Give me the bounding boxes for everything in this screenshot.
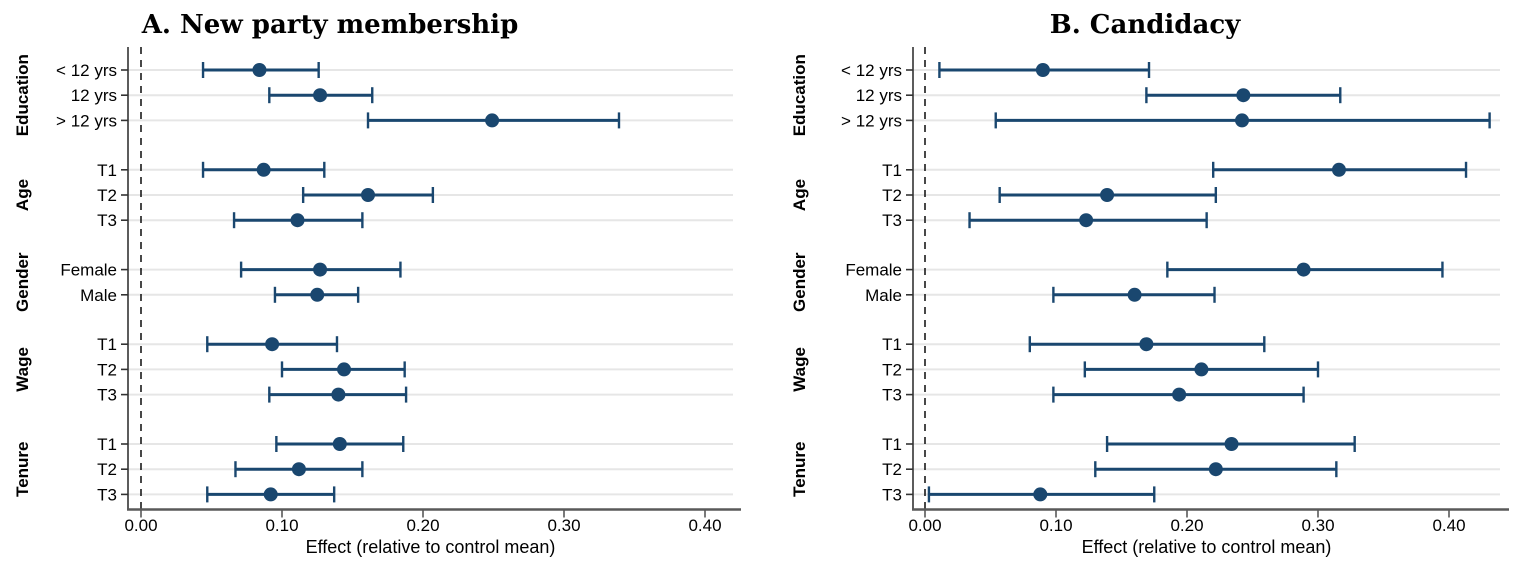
panel-b-plot: 0.00 0.10 0.20 0.30 0.40 Effect (relative to … — [790, 47, 1509, 557]
row-label: T1 — [882, 161, 902, 180]
row-label: > 12 yrs — [56, 111, 117, 130]
x-tick-label: 0.20 — [1170, 516, 1203, 535]
row-label: T3 — [882, 485, 902, 504]
row-label: T2 — [882, 460, 902, 479]
x-tick-label: 0.10 — [1039, 516, 1072, 535]
data-point — [331, 387, 346, 402]
data-point — [256, 162, 271, 177]
data-point — [485, 113, 500, 128]
group-label: Age — [790, 179, 809, 211]
data-point — [313, 262, 328, 277]
row-label: T1 — [97, 335, 117, 354]
row-label: T1 — [97, 435, 117, 454]
panel-a-title: A. New party membership — [141, 10, 519, 40]
data-point — [290, 213, 305, 228]
row-label: T1 — [882, 335, 902, 354]
group-label: Gender — [790, 252, 809, 312]
x-tick-label: 0.40 — [688, 516, 721, 535]
panel-b-title: B. Candidacy — [1050, 10, 1241, 40]
x-tick-label: 0.30 — [1301, 516, 1334, 535]
row-label: Male — [80, 286, 117, 305]
row-label: Female — [60, 261, 117, 280]
group-label: Tenure — [790, 441, 809, 496]
group-label: Wage — [13, 347, 32, 392]
row-label: T1 — [882, 435, 902, 454]
data-point — [1100, 188, 1115, 202]
row-label: Male — [865, 286, 902, 305]
row-label: T3 — [882, 211, 902, 230]
row-label: T3 — [97, 485, 117, 504]
row-label: T3 — [97, 386, 117, 405]
row-label: T3 — [882, 386, 902, 405]
row-label: < 12 yrs — [841, 61, 902, 80]
row-label: T2 — [97, 186, 117, 205]
group-label: Gender — [13, 252, 32, 312]
group-label: Tenure — [13, 441, 32, 496]
data-point — [1033, 487, 1048, 502]
x-tick-label: 0.10 — [265, 516, 298, 535]
data-point — [1139, 337, 1154, 352]
data-point — [263, 487, 278, 502]
data-point — [1224, 437, 1239, 451]
group-label: Education — [790, 54, 809, 136]
data-point — [1208, 462, 1223, 477]
x-tick-label: 0.40 — [1432, 516, 1465, 535]
row-label: T2 — [882, 360, 902, 379]
data-point — [361, 188, 376, 202]
data-point — [337, 362, 352, 377]
row-label: < 12 yrs — [56, 61, 117, 80]
data-point — [1194, 362, 1209, 377]
panel-a-plot: 0.00 0.10 0.20 0.30 0.40 Effect (relative to … — [13, 47, 741, 557]
row-label: T1 — [97, 161, 117, 180]
row-label: 12 yrs — [71, 86, 117, 105]
group-label: Education — [13, 54, 32, 136]
data-point — [1079, 213, 1094, 228]
row-label: T3 — [97, 211, 117, 230]
data-point — [265, 337, 280, 352]
row-label: Female — [845, 261, 902, 280]
group-label: Wage — [790, 347, 809, 392]
data-point — [1035, 63, 1050, 77]
data-point — [1296, 262, 1311, 277]
row-label: > 12 yrs — [841, 111, 902, 130]
x-tick-label: 0.20 — [406, 516, 439, 535]
data-point — [252, 63, 267, 77]
data-point — [1235, 113, 1250, 128]
x-axis-title: Effect (relative to control mean) — [1082, 537, 1332, 557]
x-tick-label: 0.00 — [124, 516, 157, 535]
panel-b-chart: 0.00 0.10 0.20 0.30 0.40 Effect (relative to … — [790, 10, 1509, 557]
panel-a: 0.00 0.10 0.20 0.30 0.40 Effect (relative to … — [13, 10, 741, 557]
data-point — [1127, 287, 1142, 302]
panel-a-chart: 0.00 0.10 0.20 0.30 0.40 Effect (relative to … — [13, 10, 741, 557]
data-point — [313, 88, 328, 103]
data-point — [291, 462, 306, 477]
row-label: T2 — [97, 360, 117, 379]
data-point — [1172, 387, 1187, 402]
x-axis-title: Effect (relative to control mean) — [306, 537, 556, 557]
data-point — [332, 437, 347, 451]
data-point — [1331, 162, 1346, 177]
panel-b: 0.00 0.10 0.20 0.30 0.40 Effect (relative to … — [759, 0, 1518, 564]
group-label: Age — [13, 179, 32, 211]
x-tick-label: 0.30 — [547, 516, 580, 535]
row-label: T2 — [882, 186, 902, 205]
row-label: 12 yrs — [856, 86, 902, 105]
data-point — [310, 287, 325, 302]
x-tick-label: 0.00 — [908, 516, 941, 535]
row-label: T2 — [97, 460, 117, 479]
data-point — [1236, 88, 1251, 103]
